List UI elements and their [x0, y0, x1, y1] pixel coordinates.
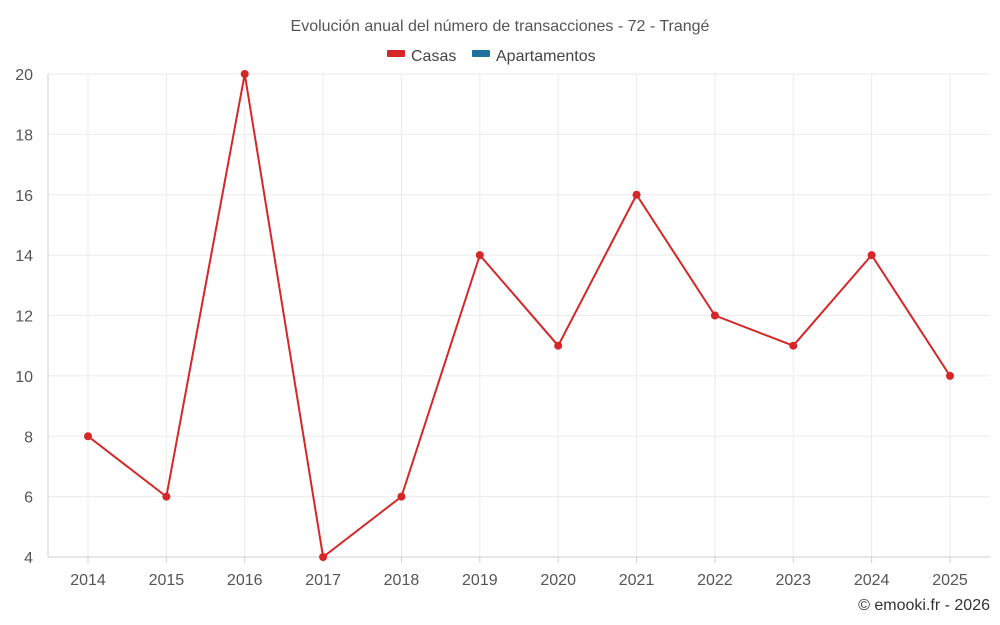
- credit-text: © emooki.fr - 2026: [858, 597, 990, 614]
- y-tick-label-12: 12: [15, 309, 33, 326]
- y-tick-label-8: 8: [24, 429, 33, 446]
- data-point-casas-2019[interactable]: [475, 251, 484, 260]
- data-point-casas-2015[interactable]: [162, 492, 171, 501]
- legend-swatch-casas: [387, 50, 405, 57]
- legend-label-apartamentos[interactable]: Apartamentos: [496, 48, 596, 65]
- y-tick-label-10: 10: [15, 369, 33, 386]
- data-point-casas-2016[interactable]: [240, 70, 249, 78]
- y-tick-label-18: 18: [15, 127, 33, 144]
- data-point-casas-2024[interactable]: [867, 251, 876, 260]
- data-point-casas-2025[interactable]: [946, 371, 954, 380]
- x-tick-label-2019: 2019: [462, 572, 498, 589]
- x-tick-label-2015: 2015: [149, 572, 185, 589]
- y-tick-label-16: 16: [15, 188, 33, 205]
- x-tick-label-2021: 2021: [619, 572, 655, 589]
- x-tick-label-2017: 2017: [305, 572, 341, 589]
- legend-swatch-apartamentos: [472, 50, 490, 57]
- data-point-casas-2020[interactable]: [554, 341, 563, 350]
- x-tick-label-2022: 2022: [697, 572, 733, 589]
- legend: Casas Apartamentos: [387, 48, 596, 65]
- x-tick-label-2023: 2023: [775, 572, 811, 589]
- legend-label-casas[interactable]: Casas: [411, 48, 456, 65]
- y-axis-ticks: 4 6 8 10 12 14 16 18 20: [15, 67, 33, 567]
- y-tick-label-14: 14: [15, 248, 33, 265]
- data-point-casas-2014[interactable]: [84, 432, 92, 441]
- axes: [47, 74, 990, 563]
- chart-title: Evolución anual del número de transaccio…: [291, 18, 710, 35]
- x-tick-label-2025: 2025: [932, 572, 968, 589]
- x-tick-label-2016: 2016: [227, 572, 263, 589]
- data-point-casas-2021[interactable]: [632, 190, 641, 199]
- data-point-casas-2022[interactable]: [710, 311, 719, 320]
- x-tick-label-2014: 2014: [70, 572, 106, 589]
- data-point-casas-2017[interactable]: [319, 553, 328, 561]
- y-tick-label-20: 20: [15, 67, 33, 84]
- y-tick-label-6: 6: [24, 490, 33, 507]
- y-tick-label-4: 4: [24, 550, 33, 567]
- series-casas: [84, 70, 954, 561]
- data-point-casas-2018[interactable]: [397, 492, 406, 501]
- series-line-casas: [87, 73, 951, 558]
- x-tick-label-2024: 2024: [854, 572, 890, 589]
- x-tick-label-2020: 2020: [540, 572, 576, 589]
- grid: [48, 73, 990, 557]
- data-point-casas-2023[interactable]: [789, 341, 798, 350]
- x-axis-ticks: 2014 2015 2016 2017 2018 2019 2020 2021 2022 2023…: [70, 572, 968, 589]
- x-tick-label-2018: 2018: [384, 572, 420, 589]
